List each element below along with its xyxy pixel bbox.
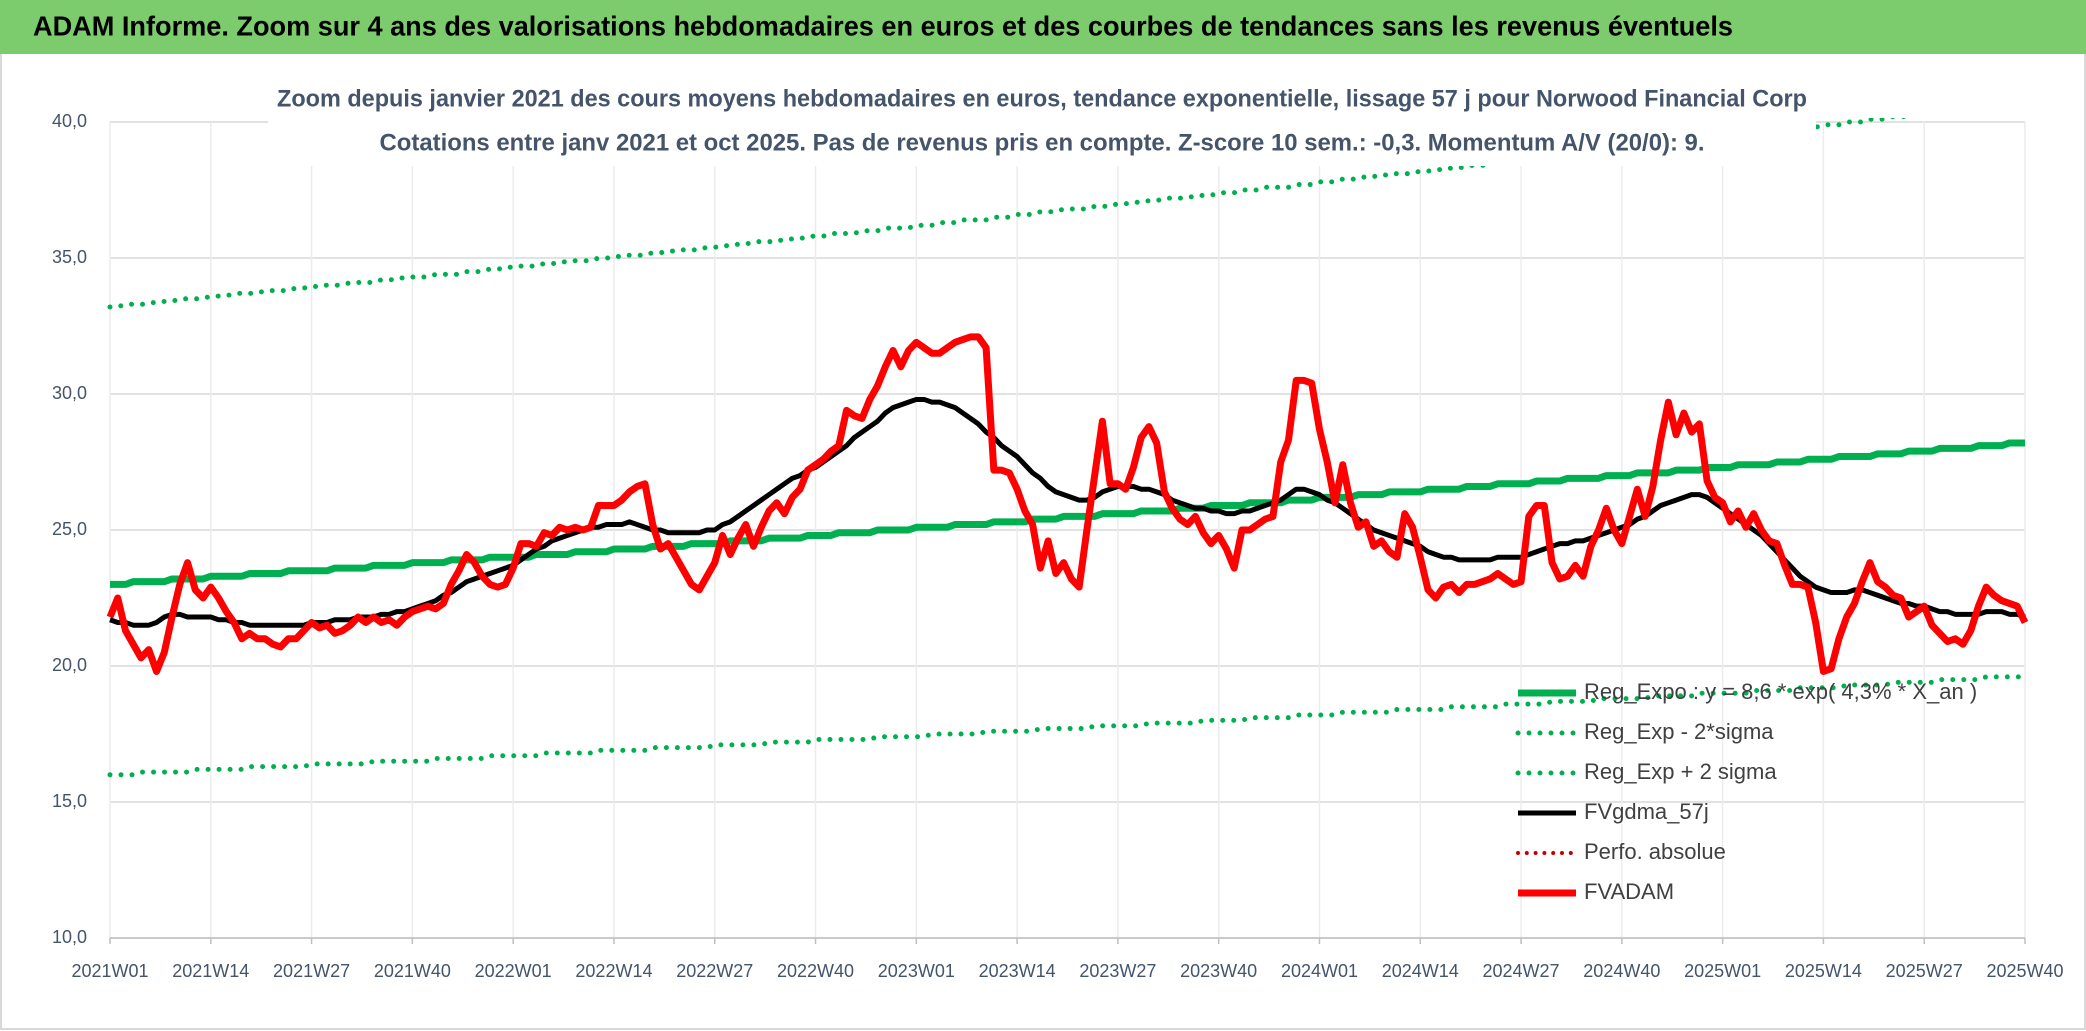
- y-tick-label: 25,0: [52, 519, 87, 539]
- y-tick-label: 30,0: [52, 383, 87, 403]
- x-tick-label: 2024W27: [1483, 961, 1560, 981]
- x-tick-label: 2021W14: [172, 961, 249, 981]
- x-tick-label: 2025W40: [1986, 961, 2063, 981]
- y-tick-label: 20,0: [52, 655, 87, 675]
- legend-label: Reg_Exp - 2*sigma: [1584, 719, 1774, 744]
- legend-label: Reg_Expo : y = 8,6 * exp( 4,3% * X_an ): [1584, 679, 1977, 704]
- y-tick-label: 15,0: [52, 791, 87, 811]
- x-tick-label: 2022W14: [575, 961, 652, 981]
- x-tick-label: 2024W40: [1583, 961, 1660, 981]
- series-line: [106, 333, 2029, 675]
- y-tick-label: 40,0: [52, 111, 87, 131]
- x-tick-label: 2021W40: [374, 961, 451, 981]
- axes: 10,0 15,0 20,0 25,0 30,0 35,0 40,0 2021W01 2021W…: [52, 111, 2064, 981]
- x-tick-label: 2021W27: [273, 961, 350, 981]
- x-tick-label: 2025W14: [1785, 961, 1862, 981]
- x-tick-label: 2024W14: [1382, 961, 1459, 981]
- x-tick-label: 2023W27: [1079, 961, 1156, 981]
- legend-label: Reg_Exp + 2 sigma: [1584, 759, 1777, 784]
- x-tick-label: 2023W14: [979, 961, 1056, 981]
- y-tick-label: 35,0: [52, 247, 87, 267]
- x-tick-label: 2023W40: [1180, 961, 1257, 981]
- title-background: [268, 78, 1816, 166]
- x-tick-label: 2023W01: [878, 961, 955, 981]
- x-tick-label: 2025W01: [1684, 961, 1761, 981]
- x-tick-label: 2024W01: [1281, 961, 1358, 981]
- page-title: ADAM Informe. Zoom sur 4 ans des valoris…: [33, 10, 1733, 41]
- legend-label: FVADAM: [1584, 879, 1674, 904]
- x-tick-label: 2021W01: [71, 961, 148, 981]
- legend-label: FVgdma_57j: [1584, 799, 1709, 824]
- plot-area: [106, 118, 2029, 778]
- x-tick-label: 2022W40: [777, 961, 854, 981]
- x-tick-label: 2022W01: [475, 961, 552, 981]
- chart-subtitle: Cotations entre janv 2021 et oct 2025. P…: [380, 129, 1705, 156]
- chart-title: Zoom depuis janvier 2021 des cours moyen…: [277, 85, 1807, 112]
- header-bar: [0, 0, 2086, 54]
- chart-frame: [0, 51, 2086, 1030]
- x-tick-label: 2022W27: [676, 961, 753, 981]
- x-tick-label: 2025W27: [1886, 961, 1963, 981]
- legend-label: Perfo. absolue: [1584, 839, 1726, 864]
- legend: Reg_Expo : y = 8,6 * exp( 4,3% * X_an ) R…: [1515, 679, 1977, 904]
- y-tick-label: 10,0: [52, 927, 87, 947]
